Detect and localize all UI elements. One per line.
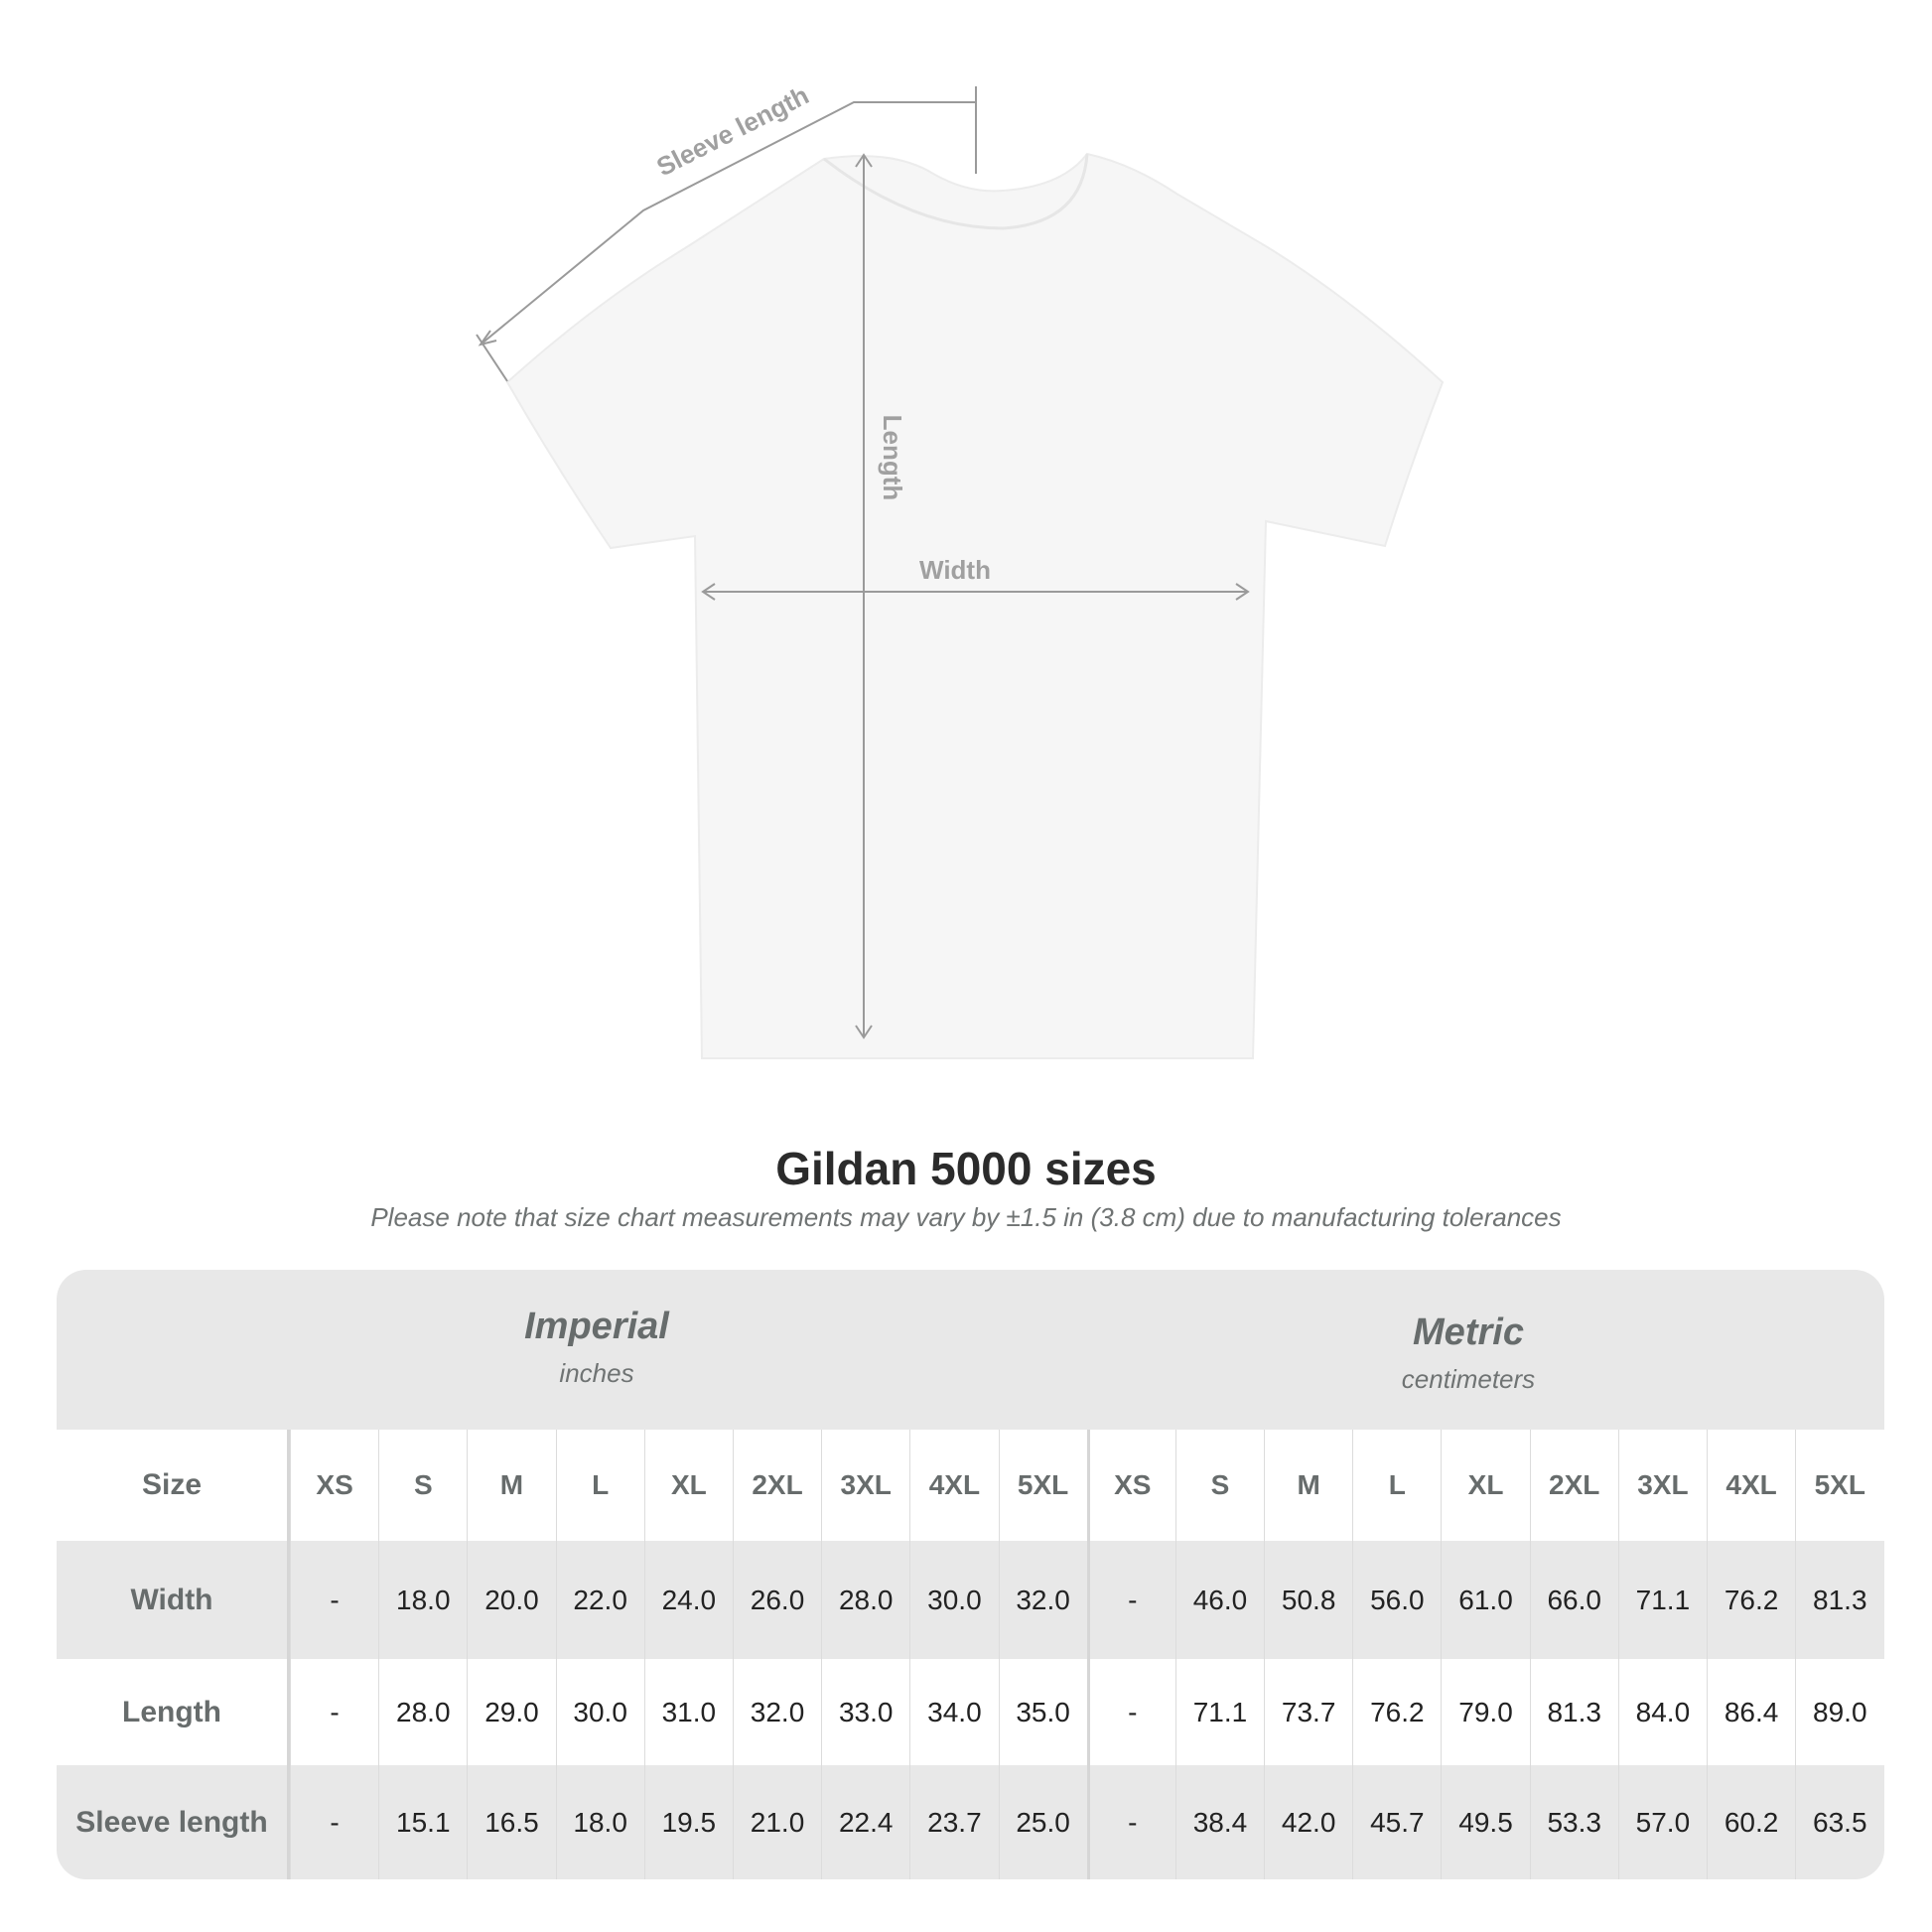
imperial-value-cell: 30.0 bbox=[909, 1541, 998, 1659]
imperial-value-cell: 24.0 bbox=[643, 1541, 733, 1659]
metric-value-cell: 46.0 bbox=[1174, 1541, 1264, 1659]
imperial-value-cell: 35.0 bbox=[998, 1659, 1087, 1765]
metric-value-cell: 71.1 bbox=[1174, 1659, 1264, 1765]
imperial-size-header: M bbox=[467, 1430, 555, 1541]
imperial-size-header: L bbox=[555, 1430, 644, 1541]
size-table: Imperial inches Metric centimeters Size X… bbox=[57, 1270, 1884, 1879]
metric-value-cell: 45.7 bbox=[1352, 1765, 1441, 1879]
imperial-size-header: 3XL bbox=[821, 1430, 909, 1541]
metric-size-header: 5XL bbox=[1795, 1430, 1883, 1541]
imperial-value-cell: 32.0 bbox=[998, 1541, 1087, 1659]
imperial-value-cell: 23.7 bbox=[909, 1765, 998, 1879]
tshirt-shape bbox=[505, 152, 1445, 1059]
metric-value-cell: - bbox=[1086, 1659, 1175, 1765]
metric-size-header: 2XL bbox=[1529, 1430, 1618, 1541]
metric-value-cell: 76.2 bbox=[1707, 1541, 1795, 1659]
sleeve-guide-line bbox=[480, 101, 976, 345]
imperial-value-cell: 25.0 bbox=[998, 1765, 1087, 1879]
metric-size-header: XS bbox=[1086, 1430, 1175, 1541]
imperial-value-cell: - bbox=[290, 1541, 378, 1659]
imperial-value-cell: 18.0 bbox=[555, 1765, 644, 1879]
imperial-value-cell: 31.0 bbox=[643, 1659, 733, 1765]
metric-unit: centimeters bbox=[1401, 1364, 1536, 1394]
imperial-value-cell: 32.0 bbox=[732, 1659, 821, 1765]
imperial-group-header: Imperial inches bbox=[249, 1306, 944, 1389]
metric-size-header: XL bbox=[1441, 1430, 1529, 1541]
row-label: Length bbox=[57, 1659, 290, 1765]
metric-size-header: 4XL bbox=[1707, 1430, 1795, 1541]
imperial-value-cell: 28.0 bbox=[378, 1659, 467, 1765]
imperial-unit: inches bbox=[559, 1358, 634, 1388]
metric-value-cell: 71.1 bbox=[1617, 1541, 1707, 1659]
chart-title: Gildan 5000 sizes bbox=[775, 1143, 1157, 1194]
metric-size-header: S bbox=[1174, 1430, 1264, 1541]
imperial-size-header: 5XL bbox=[998, 1430, 1087, 1541]
table-row: Length -28.0 29.0 30.0 31.0 32.0 33.0 34.0 35.0-… bbox=[57, 1659, 1884, 1765]
metric-value-cell: 42.0 bbox=[1264, 1765, 1352, 1879]
imperial-size-header: S bbox=[378, 1430, 467, 1541]
tolerance-note: Please note that size chart measurements… bbox=[370, 1202, 1562, 1232]
imperial-value-cell: 26.0 bbox=[732, 1541, 821, 1659]
imperial-value-cell: - bbox=[290, 1765, 378, 1879]
metric-value-cell: 56.0 bbox=[1352, 1541, 1441, 1659]
imperial-size-header: 2XL bbox=[732, 1430, 821, 1541]
imperial-value-cell: 33.0 bbox=[821, 1659, 909, 1765]
imperial-value-cell: 19.5 bbox=[643, 1765, 733, 1879]
metric-value-cell: 86.4 bbox=[1707, 1659, 1795, 1765]
imperial-value-cell: 28.0 bbox=[821, 1541, 909, 1659]
imperial-title: Imperial bbox=[524, 1306, 669, 1347]
metric-value-cell: 79.0 bbox=[1441, 1659, 1529, 1765]
metric-value-cell: 76.2 bbox=[1352, 1659, 1441, 1765]
row-label: Size bbox=[57, 1430, 290, 1541]
imperial-value-cell: 30.0 bbox=[555, 1659, 644, 1765]
metric-value-cell: 81.3 bbox=[1795, 1541, 1883, 1659]
table-row: Width -18.0 20.0 22.0 24.0 26.0 28.0 30.0 32.0-4… bbox=[57, 1541, 1884, 1659]
width-label: Width bbox=[919, 555, 991, 585]
metric-value-cell: 63.5 bbox=[1795, 1765, 1883, 1879]
imperial-value-cell: 29.0 bbox=[467, 1659, 555, 1765]
row-label: Sleeve length bbox=[57, 1765, 290, 1879]
imperial-value-cell: 15.1 bbox=[378, 1765, 467, 1879]
metric-size-header: L bbox=[1352, 1430, 1441, 1541]
imperial-size-header: 4XL bbox=[909, 1430, 998, 1541]
imperial-value-cell: 16.5 bbox=[467, 1765, 555, 1879]
sleeve-length-label: Sleeve length bbox=[651, 80, 813, 183]
metric-size-header: 3XL bbox=[1617, 1430, 1707, 1541]
metric-value-cell: 84.0 bbox=[1617, 1659, 1707, 1765]
imperial-value-cell: 21.0 bbox=[732, 1765, 821, 1879]
imperial-value-cell: 22.0 bbox=[555, 1541, 644, 1659]
metric-value-cell: - bbox=[1086, 1541, 1175, 1659]
metric-value-cell: 53.3 bbox=[1529, 1765, 1618, 1879]
imperial-value-cell: - bbox=[290, 1659, 378, 1765]
imperial-value-cell: 18.0 bbox=[378, 1541, 467, 1659]
metric-value-cell: 81.3 bbox=[1529, 1659, 1618, 1765]
length-label: Length bbox=[878, 415, 907, 501]
tshirt-diagram: Sleeve length Length Width bbox=[476, 80, 1445, 1059]
metric-value-cell: 60.2 bbox=[1707, 1765, 1795, 1879]
metric-value-cell: 73.7 bbox=[1264, 1659, 1352, 1765]
metric-value-cell: 38.4 bbox=[1174, 1765, 1264, 1879]
row-label: Width bbox=[57, 1541, 290, 1659]
size-header-row: Size XS S M L XL 2XL 3XL 4XL 5XL XS S M L XL 2XL 3XL 4XL 5… bbox=[57, 1430, 1884, 1541]
metric-size-header: M bbox=[1264, 1430, 1352, 1541]
metric-group-header: Metric centimeters bbox=[1121, 1311, 1816, 1395]
imperial-value-cell: 22.4 bbox=[821, 1765, 909, 1879]
metric-value-cell: 66.0 bbox=[1529, 1541, 1618, 1659]
metric-value-cell: 49.5 bbox=[1441, 1765, 1529, 1879]
imperial-value-cell: 20.0 bbox=[467, 1541, 555, 1659]
imperial-size-header: XS bbox=[290, 1430, 378, 1541]
metric-title: Metric bbox=[1413, 1311, 1524, 1353]
table-row: Sleeve length -15.1 16.5 18.0 19.5 21.0 22.4 23… bbox=[57, 1765, 1884, 1879]
metric-value-cell: 89.0 bbox=[1795, 1659, 1883, 1765]
imperial-value-cell: 34.0 bbox=[909, 1659, 998, 1765]
metric-value-cell: 50.8 bbox=[1264, 1541, 1352, 1659]
metric-value-cell: 61.0 bbox=[1441, 1541, 1529, 1659]
metric-value-cell: 57.0 bbox=[1617, 1765, 1707, 1879]
metric-value-cell: - bbox=[1086, 1765, 1175, 1879]
imperial-size-header: XL bbox=[643, 1430, 733, 1541]
